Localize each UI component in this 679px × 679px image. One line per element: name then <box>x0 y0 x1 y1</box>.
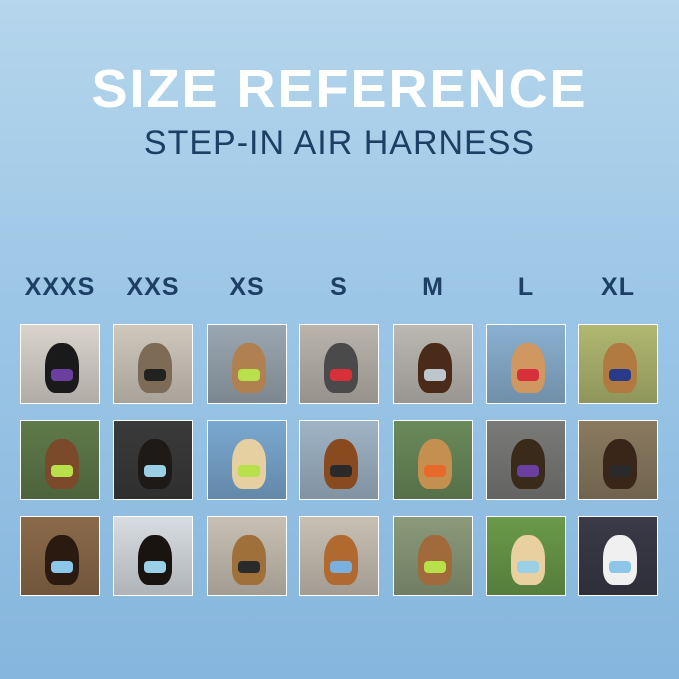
harness-image <box>51 561 73 573</box>
dog-image <box>324 439 358 489</box>
dog-photo <box>113 324 193 404</box>
harness-image <box>144 561 166 573</box>
harness-image <box>330 561 352 573</box>
dog-image <box>232 343 266 393</box>
harness-image <box>609 465 631 477</box>
dog-image <box>324 343 358 393</box>
harness-image <box>51 465 73 477</box>
harness-image <box>517 465 539 477</box>
harness-image <box>517 369 539 381</box>
dog-image <box>45 439 79 489</box>
dog-photo <box>207 420 287 500</box>
dog-image <box>232 535 266 585</box>
harness-image <box>609 561 631 573</box>
dog-image <box>138 343 172 393</box>
harness-image <box>238 369 260 381</box>
size-column: M <box>388 272 478 302</box>
dog-image <box>418 343 452 393</box>
harness-image <box>330 369 352 381</box>
dog-photo <box>486 420 566 500</box>
harness-image <box>424 561 446 573</box>
dog-image <box>511 343 545 393</box>
size-label: S <box>330 273 348 301</box>
harness-image <box>238 465 260 477</box>
size-column: XXS <box>108 272 198 302</box>
dog-image <box>418 535 452 585</box>
size-column: S <box>294 272 384 302</box>
dog-photo <box>393 420 473 500</box>
size-label: XXXS <box>24 273 96 301</box>
dog-image <box>418 439 452 489</box>
dog-image <box>138 439 172 489</box>
dog-photo <box>578 516 658 596</box>
dog-image <box>45 535 79 585</box>
dog-photo <box>20 516 100 596</box>
subtitle: STEP-IN AIR HARNESS <box>143 124 536 162</box>
size-column: XXXS <box>15 272 105 302</box>
dog-image <box>603 343 637 393</box>
title: SIZE REFERENCE <box>91 59 588 119</box>
dog-photo <box>207 324 287 404</box>
size-label: M <box>422 273 444 301</box>
dog-image <box>232 439 266 489</box>
dog-photo <box>486 516 566 596</box>
dog-image <box>324 535 358 585</box>
dog-photo <box>20 324 100 404</box>
dog-photo <box>113 420 193 500</box>
dog-photo <box>299 516 379 596</box>
dog-image <box>511 535 545 585</box>
dog-photo <box>393 324 473 404</box>
dog-photo <box>299 420 379 500</box>
harness-image <box>517 561 539 573</box>
harness-image <box>144 369 166 381</box>
harness-image <box>51 369 73 381</box>
dog-photo <box>207 516 287 596</box>
dog-photo <box>299 324 379 404</box>
size-label: XS <box>229 273 265 301</box>
harness-image <box>330 465 352 477</box>
harness-image <box>238 561 260 573</box>
dog-image <box>603 535 637 585</box>
harness-image <box>144 465 166 477</box>
dog-photo <box>20 420 100 500</box>
harness-image <box>424 465 446 477</box>
harness-image <box>424 369 446 381</box>
size-label: XL <box>601 273 635 301</box>
harness-image <box>609 369 631 381</box>
dog-image <box>603 439 637 489</box>
size-label: XXS <box>126 273 180 301</box>
dog-photo <box>113 516 193 596</box>
dog-photo <box>486 324 566 404</box>
dog-photo <box>393 516 473 596</box>
dog-image <box>45 343 79 393</box>
size-column: XS <box>202 272 292 302</box>
size-column: L <box>481 272 571 302</box>
dog-image <box>138 535 172 585</box>
dog-photo <box>578 324 658 404</box>
size-column: XL <box>573 272 663 302</box>
dog-photo <box>578 420 658 500</box>
size-label: L <box>517 273 535 301</box>
dog-image <box>511 439 545 489</box>
